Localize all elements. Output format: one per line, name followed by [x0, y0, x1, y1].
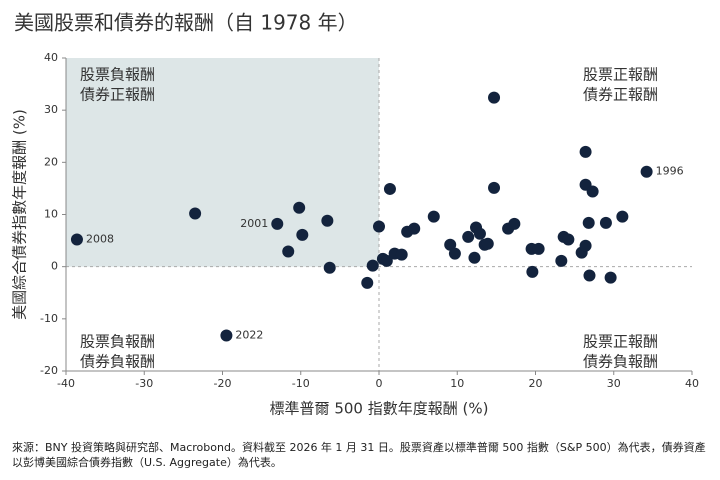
data-point	[448, 247, 461, 260]
data-point	[293, 201, 306, 214]
data-point	[380, 254, 393, 267]
y-tick-label: 30	[44, 103, 58, 116]
data-point	[508, 217, 521, 230]
data-point	[395, 248, 408, 261]
quadrant-label: 債券正報酬	[583, 86, 658, 104]
y-tick-label: 10	[44, 208, 58, 221]
x-tick-label: -30	[135, 377, 153, 390]
x-tick-label: 30	[607, 377, 621, 390]
y-tick-label: -10	[40, 312, 58, 325]
data-point	[488, 91, 501, 104]
point-label: 2008	[86, 233, 114, 246]
quadrant-label: 股票正報酬	[583, 66, 658, 84]
data-point	[579, 145, 592, 158]
data-point	[555, 254, 568, 267]
data-point	[427, 210, 440, 223]
data-point	[599, 216, 612, 229]
data-point	[488, 181, 501, 194]
x-tick-label: -20	[214, 377, 232, 390]
source-note: 來源：BNY 投資策略與研究部、Macrobond。資料截至 2026 年 1 …	[12, 441, 706, 469]
y-tick-label: -20	[40, 364, 58, 377]
data-point	[271, 217, 284, 230]
x-tick-label: -40	[57, 377, 75, 390]
data-point	[70, 233, 83, 246]
data-point	[562, 233, 575, 246]
x-axis-label: 標準普爾 500 指數年度報酬 (%)	[270, 400, 489, 418]
data-point	[532, 242, 545, 255]
point-label: 1996	[656, 165, 684, 178]
x-tick-label: -10	[292, 377, 310, 390]
data-point	[481, 237, 494, 250]
x-tick-label: 10	[450, 377, 464, 390]
data-point	[408, 222, 421, 235]
quadrant-label: 股票負報酬	[80, 333, 155, 351]
quadrant-label: 股票正報酬	[583, 333, 658, 351]
data-point	[583, 269, 596, 282]
data-point	[586, 185, 599, 198]
y-axis-label: 美國綜合債券指數年度報酬 (%)	[11, 109, 29, 320]
chart-title: 美國股票和債券的報酬（自 1978 年）	[14, 11, 358, 35]
data-point	[282, 245, 295, 258]
y-tick-label: 20	[44, 155, 58, 168]
data-point	[220, 329, 233, 342]
quadrant-label: 債券負報酬	[80, 353, 155, 371]
quadrant-label: 股票負報酬	[80, 66, 155, 84]
x-tick-label: 40	[685, 377, 699, 390]
y-tick-label: 0	[51, 260, 58, 273]
data-point	[473, 227, 486, 240]
data-point	[321, 214, 334, 227]
point-label: 2022	[235, 329, 263, 342]
quadrant-label: 債券負報酬	[583, 353, 658, 371]
data-point	[468, 251, 481, 264]
data-point	[383, 182, 396, 195]
quadrant-label: 債券正報酬	[80, 86, 155, 104]
data-point	[361, 276, 374, 289]
data-point	[582, 216, 595, 229]
data-point	[373, 220, 385, 233]
data-point	[366, 259, 379, 272]
data-point	[640, 165, 653, 178]
chart: 美國股票和債券的報酬（自 1978 年） -40 -30 -20 -10 0 10 20 30…	[11, 11, 700, 418]
x-tick-label: 0	[376, 377, 383, 390]
data-point	[616, 210, 629, 223]
point-label: 2001	[240, 217, 268, 230]
data-point	[444, 238, 457, 251]
data-point	[296, 228, 309, 241]
data-point	[526, 265, 539, 278]
x-tick-label: 20	[529, 377, 543, 390]
data-point	[323, 261, 336, 274]
data-point	[189, 207, 202, 220]
y-tick-label: 40	[44, 51, 58, 64]
data-point	[579, 239, 592, 252]
data-point	[462, 230, 475, 243]
shaded-quadrant	[66, 58, 379, 267]
data-point	[604, 271, 617, 284]
